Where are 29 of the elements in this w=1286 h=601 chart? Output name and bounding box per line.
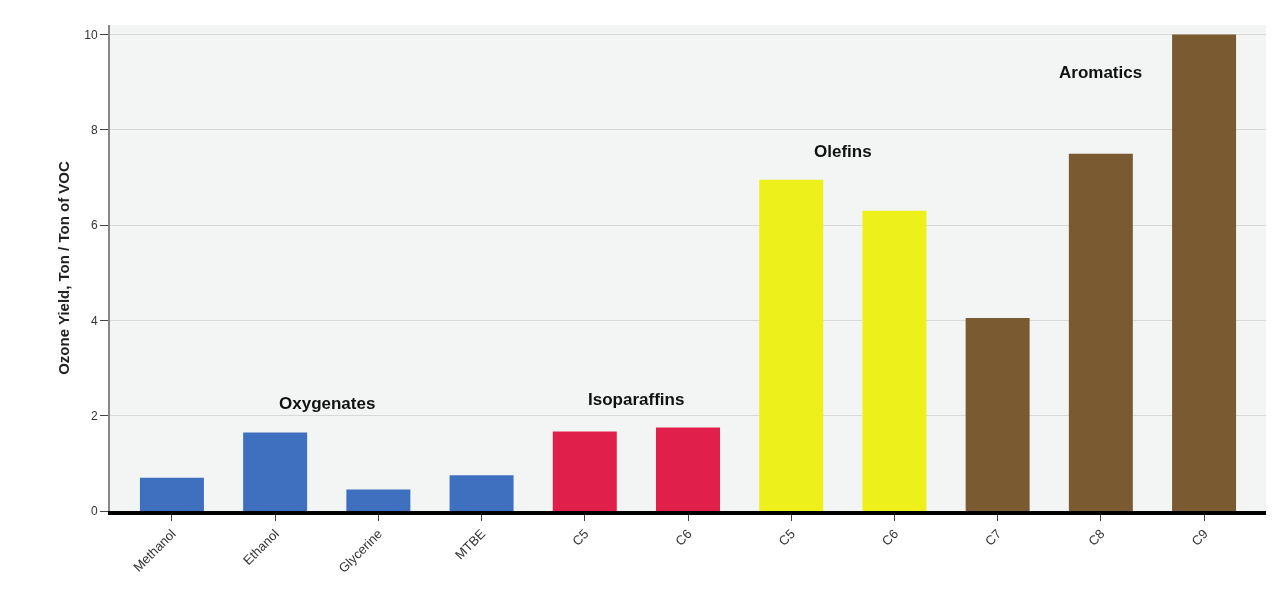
series-label: Olefins — [814, 142, 872, 161]
bar — [862, 210, 927, 511]
x-tick-label: C9 — [1188, 526, 1211, 549]
y-tick-label: 0 — [90, 504, 98, 519]
x-tick-label: C7 — [982, 526, 1005, 549]
x-tick-label: C6 — [672, 526, 695, 549]
bar — [965, 318, 1030, 511]
x-tick-label: C5 — [775, 526, 798, 549]
series-label: Oxygenates — [279, 394, 376, 413]
y-tick-label: 4 — [90, 313, 98, 328]
x-tick-label: C5 — [569, 526, 592, 549]
series-label: Isoparaffins — [588, 390, 685, 409]
x-tick-label: C6 — [878, 526, 902, 549]
bar — [1172, 34, 1237, 511]
y-tick-label: 6 — [90, 218, 98, 233]
bar — [243, 432, 308, 511]
bar — [449, 475, 514, 511]
bar — [1068, 153, 1133, 511]
bar — [139, 477, 204, 511]
x-tick-label: C8 — [1085, 526, 1108, 549]
y-tick-label: 8 — [90, 123, 98, 138]
y-tick-label: 10 — [84, 27, 98, 42]
y-axis-title: Ozone Yield, Ton / Ton of VOC — [55, 161, 72, 375]
bar — [759, 179, 824, 511]
bar — [656, 427, 720, 511]
series-label: Aromatics — [1059, 63, 1143, 82]
bar — [552, 431, 617, 511]
y-tick-label: 2 — [90, 408, 98, 423]
bar — [346, 489, 411, 511]
